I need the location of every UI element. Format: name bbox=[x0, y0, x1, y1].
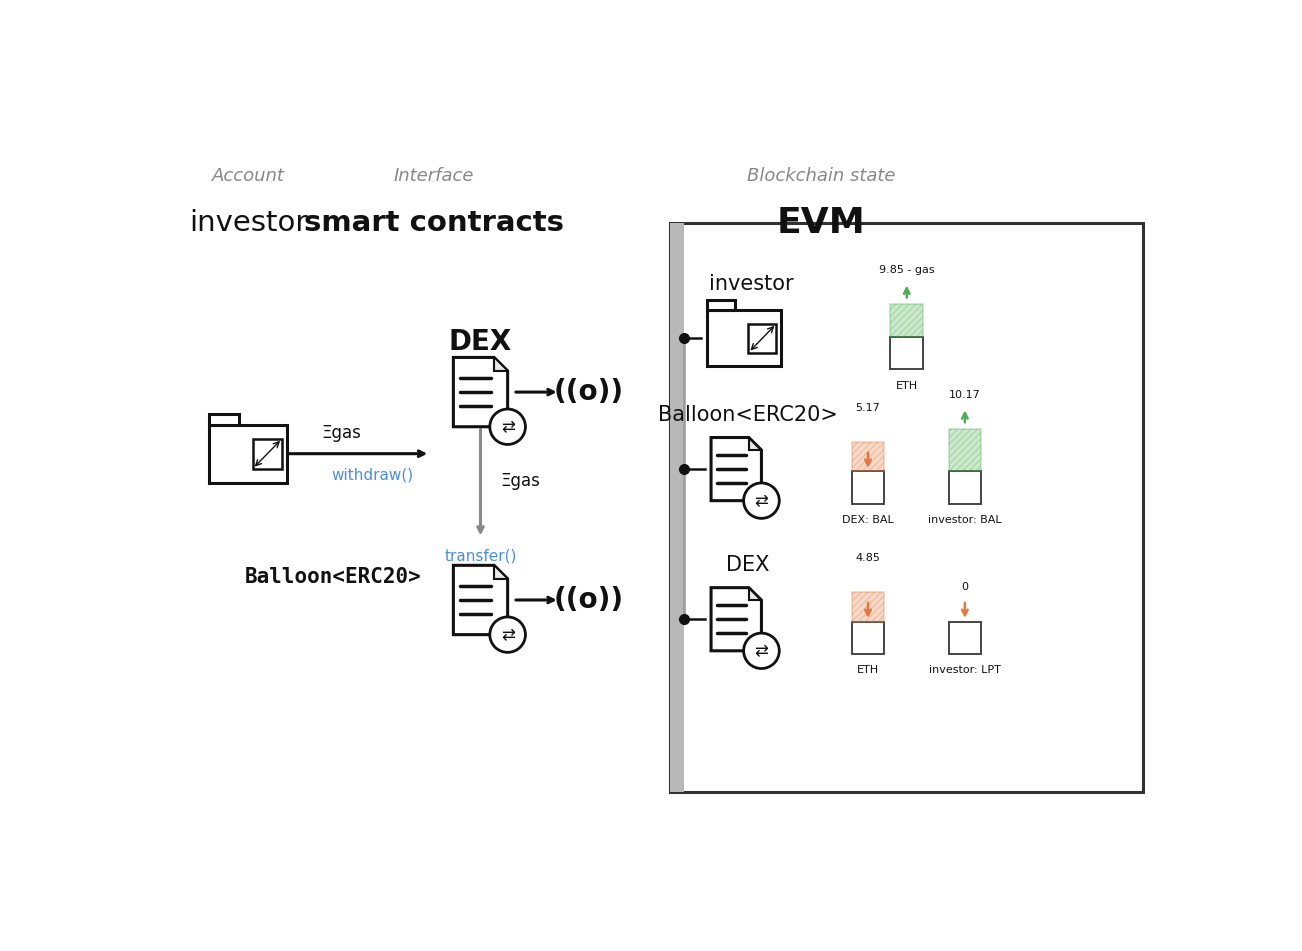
Text: ⇄: ⇄ bbox=[754, 642, 768, 660]
Text: DEX: BAL: DEX: BAL bbox=[842, 515, 894, 525]
FancyBboxPatch shape bbox=[852, 622, 884, 654]
Text: Interface: Interface bbox=[393, 167, 474, 185]
Text: Blockchain state: Blockchain state bbox=[747, 167, 896, 185]
Text: ⇄: ⇄ bbox=[754, 492, 768, 510]
Text: ⇄: ⇄ bbox=[501, 626, 514, 644]
Text: investor: investor bbox=[189, 208, 307, 237]
Polygon shape bbox=[749, 588, 762, 600]
Text: 0: 0 bbox=[961, 582, 969, 592]
Polygon shape bbox=[453, 358, 508, 427]
FancyBboxPatch shape bbox=[852, 592, 884, 622]
Circle shape bbox=[490, 617, 526, 652]
Text: 9.85 - gas: 9.85 - gas bbox=[879, 265, 935, 275]
Polygon shape bbox=[711, 588, 762, 650]
Text: 5.17: 5.17 bbox=[855, 403, 880, 413]
FancyBboxPatch shape bbox=[891, 337, 923, 369]
Circle shape bbox=[490, 409, 526, 444]
FancyBboxPatch shape bbox=[253, 438, 283, 469]
Circle shape bbox=[743, 633, 780, 669]
FancyBboxPatch shape bbox=[707, 310, 781, 366]
Text: Balloon<ERC20>: Balloon<ERC20> bbox=[658, 405, 837, 425]
Text: investor: LPT: investor: LPT bbox=[928, 666, 1001, 675]
Text: DEX: DEX bbox=[727, 555, 769, 575]
Text: Ξgas: Ξgas bbox=[500, 472, 540, 490]
Text: 4.85: 4.85 bbox=[855, 553, 880, 563]
Text: transfer(): transfer() bbox=[444, 549, 517, 563]
Text: withdraw(): withdraw() bbox=[331, 468, 413, 482]
Text: ETH: ETH bbox=[857, 666, 879, 675]
Text: DEX: DEX bbox=[449, 328, 512, 356]
Text: Ξgas: Ξgas bbox=[322, 424, 361, 442]
FancyBboxPatch shape bbox=[949, 472, 982, 504]
Polygon shape bbox=[453, 565, 508, 634]
FancyBboxPatch shape bbox=[210, 415, 238, 425]
Text: ETH: ETH bbox=[896, 380, 918, 391]
FancyBboxPatch shape bbox=[949, 622, 982, 654]
Text: Balloon<ERC20>: Balloon<ERC20> bbox=[245, 567, 422, 587]
FancyBboxPatch shape bbox=[749, 323, 776, 353]
Text: investor: BAL: investor: BAL bbox=[928, 515, 1001, 525]
Text: ⇄: ⇄ bbox=[501, 417, 514, 436]
Text: Account: Account bbox=[211, 167, 284, 185]
FancyBboxPatch shape bbox=[891, 304, 923, 337]
FancyBboxPatch shape bbox=[852, 472, 884, 504]
FancyBboxPatch shape bbox=[671, 223, 685, 792]
Text: ((o)): ((o)) bbox=[553, 586, 624, 614]
Text: smart contracts: smart contracts bbox=[303, 208, 564, 237]
FancyBboxPatch shape bbox=[949, 429, 982, 472]
Text: 10.17: 10.17 bbox=[949, 390, 980, 399]
Text: ((o)): ((o)) bbox=[553, 378, 624, 406]
Circle shape bbox=[743, 483, 780, 518]
Polygon shape bbox=[749, 437, 762, 450]
Polygon shape bbox=[711, 437, 762, 500]
Text: EVM: EVM bbox=[777, 205, 866, 240]
FancyBboxPatch shape bbox=[707, 301, 736, 310]
FancyBboxPatch shape bbox=[671, 223, 1143, 792]
FancyBboxPatch shape bbox=[852, 442, 884, 472]
FancyBboxPatch shape bbox=[210, 425, 286, 482]
Polygon shape bbox=[493, 565, 508, 579]
Polygon shape bbox=[493, 358, 508, 371]
Text: investor: investor bbox=[710, 274, 794, 294]
